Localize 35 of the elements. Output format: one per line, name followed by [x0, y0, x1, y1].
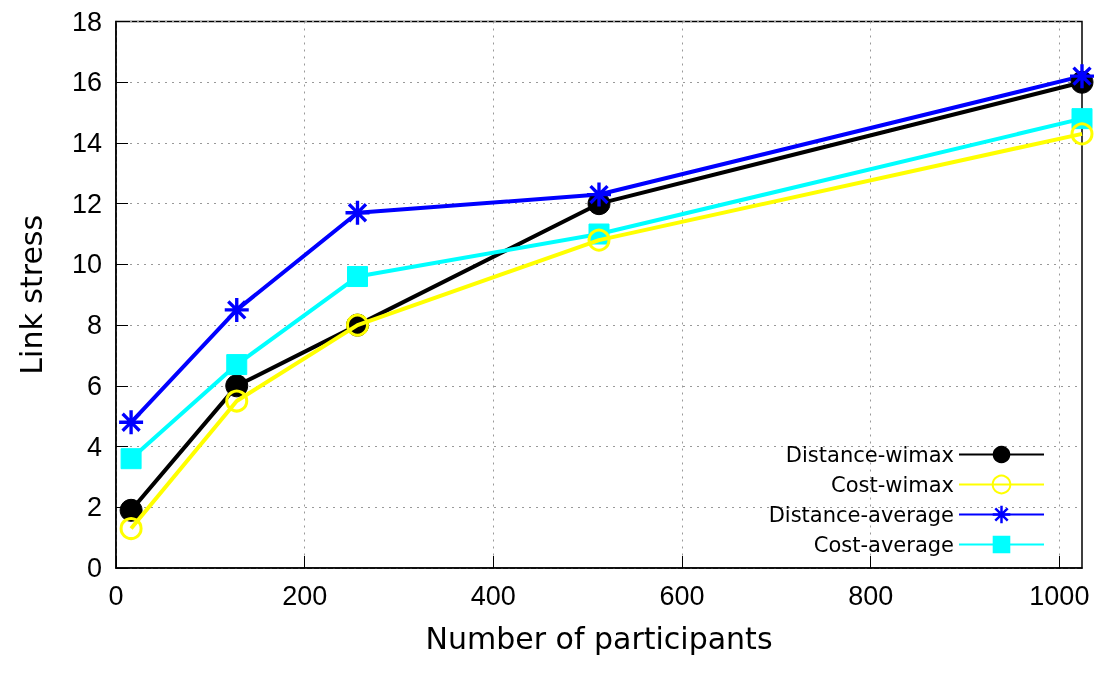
y-tick-label: 10 — [71, 249, 102, 280]
point — [1070, 122, 1094, 146]
legend-label: Distance-wimax — [785, 442, 954, 467]
y-axis-title: Link stress — [13, 214, 49, 375]
y-tick-label: 2 — [86, 492, 102, 523]
y-tick-label: 12 — [71, 188, 102, 219]
legend-label: Cost-wimax — [830, 472, 954, 497]
y-tick-label: 4 — [86, 431, 102, 462]
x-tick-label: 400 — [470, 580, 516, 611]
legend-label: Distance-average — [768, 502, 954, 527]
point — [347, 266, 368, 288]
point — [225, 389, 249, 413]
y-tick-label: 0 — [86, 553, 102, 583]
point — [345, 200, 370, 225]
point — [119, 410, 144, 435]
y-tick-label: 18 — [71, 6, 102, 37]
x-axis-title: Number of participants — [425, 620, 773, 656]
x-tick-label: 800 — [848, 580, 894, 611]
point — [226, 354, 248, 376]
y-tick-label: 16 — [71, 67, 102, 98]
point — [224, 297, 249, 322]
point — [120, 448, 142, 470]
point — [119, 517, 143, 541]
point — [587, 182, 611, 207]
y-tick-label: 8 — [86, 310, 102, 341]
point — [1070, 64, 1094, 89]
x-tick-label: 0 — [108, 580, 124, 611]
point — [119, 498, 143, 522]
y-tick-label: 14 — [71, 127, 102, 158]
x-tick-label: 1000 — [1029, 580, 1090, 611]
legend-label: Cost-average — [813, 532, 954, 557]
x-tick-label: 600 — [659, 580, 705, 611]
point — [587, 228, 611, 252]
x-tick-label: 200 — [282, 580, 328, 611]
y-tick-label: 6 — [86, 370, 102, 401]
